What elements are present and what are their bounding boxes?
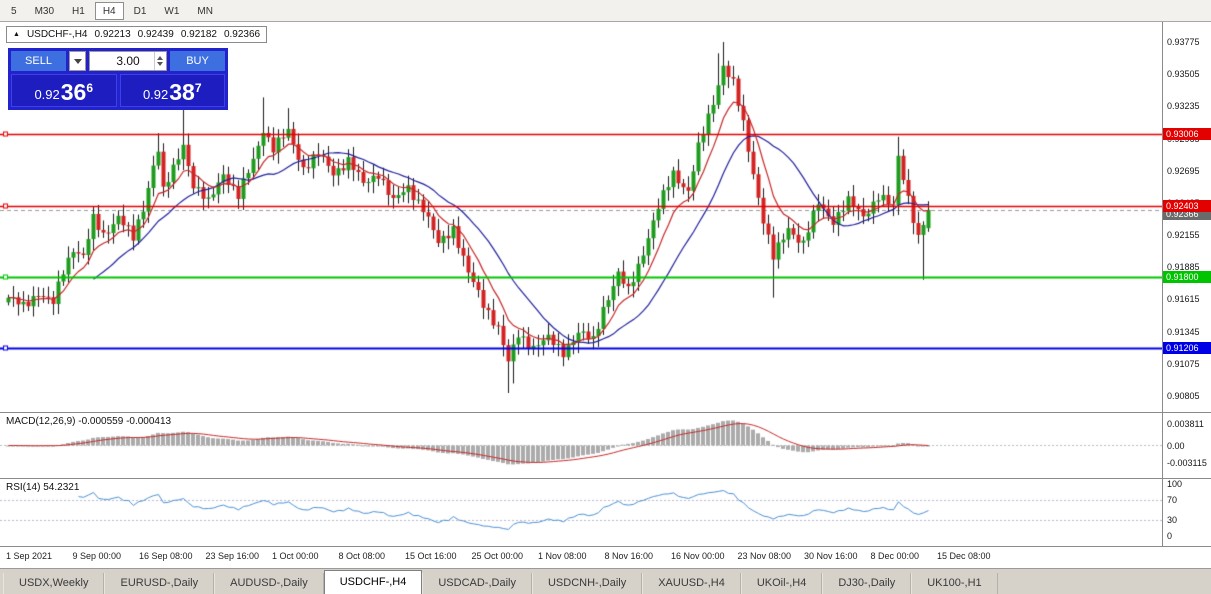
timeframe-button-h1[interactable]: H1 [72,5,85,17]
price-axis-label: 0.93775 [1167,37,1200,47]
rsi-indicator-label: RSI(14) 54.2321 [6,482,80,493]
main-price-axis: 0.937750.935050.932350.929650.926950.924… [1163,22,1211,412]
price-axis-label: 0.91345 [1167,326,1200,337]
macd-axis: 0.003811 0.00 -0.003115 [1163,413,1211,477]
chevron-down-icon [73,58,82,64]
chart-tab-usdcaddaily[interactable]: USDCAD-,Daily [422,573,532,594]
macd-axis-label: -0.003115 [1167,458,1207,469]
hline-price-tag: 0.91800 [1163,271,1211,284]
time-axis-label: 23 Nov 08:00 [737,551,792,561]
time-axis-label: 1 Nov 08:00 [538,551,587,561]
price-axis-label: 0.92695 [1167,165,1200,176]
rsi-axis-label: 100 [1167,479,1183,489]
rsi-indicator-canvas[interactable] [0,479,1162,545]
ohlc-low: 0.92182 [180,29,217,40]
timeframe-button-mn[interactable]: MN [197,5,213,17]
panel-divider[interactable] [0,412,1211,413]
buy-price-prefix: 0.92 [142,87,169,102]
sell-price-display[interactable]: 0.92 36 6 [11,74,117,107]
time-axis-label: 8 Oct 08:00 [338,551,386,561]
time-axis-label: 15 Oct 16:00 [405,551,457,561]
price-axis-label: 0.91075 [1167,358,1200,369]
rsi-axis-label: 0 [1167,531,1173,541]
rsi-axis-label: 30 [1167,515,1178,526]
chart-tab-ukoilh4[interactable]: UKOil-,H4 [740,573,823,594]
time-axis-label: 1 Oct 00:00 [272,551,319,561]
chart-tab-usdxweekly[interactable]: USDX,Weekly [3,573,105,594]
time-axis-label: 16 Nov 00:00 [671,551,725,561]
macd-axis-label: 0.00 [1167,440,1185,451]
lot-size-spinner[interactable] [154,52,165,70]
ohlc-high: 0.92439 [137,29,174,40]
buy-price-display[interactable]: 0.92 38 7 [119,74,225,107]
ohlc-close: 0.92366 [223,29,261,40]
chart-collapse-arrow-icon[interactable]: ▲ [13,31,20,38]
spinner-up-icon[interactable] [157,56,163,60]
chart-tab-xauusdh4[interactable]: XAUUSD-,H4 [642,573,741,594]
order-type-dropdown[interactable] [69,51,86,71]
hline-price-tag: 0.92403 [1163,199,1211,212]
chart-tab-uk100h1[interactable]: UK100-,H1 [911,573,998,594]
timeframe-button-m30[interactable]: M30 [34,5,55,17]
timeframe-button-w1[interactable]: W1 [164,5,180,17]
sell-price-prefix: 0.92 [34,87,60,102]
time-axis-label: 9 Sep 00:00 [72,551,122,561]
panel-divider [0,546,1211,547]
timeframe-button-h4[interactable]: H4 [94,1,124,20]
chart-tab-dj30daily[interactable]: DJ30-,Daily [822,573,912,594]
buy-price-big-digits: 38 [169,79,195,105]
time-axis-label: 16 Sep 08:00 [139,551,193,561]
sell-button[interactable]: SELL [11,51,66,71]
hline-price-tag: 0.93006 [1163,127,1211,140]
lot-size-input[interactable]: 3.00 [89,51,167,71]
rsi-axis-label: 70 [1167,494,1178,505]
chart-tab-eurusddaily[interactable]: EURUSD-,Daily [104,573,215,594]
time-axis-label: 8 Dec 00:00 [870,551,920,561]
macd-indicator-canvas[interactable] [0,413,1162,477]
rsi-axis: 100 70 30 0 [1163,479,1211,545]
chart-tab-usdchfh4[interactable]: USDCHF-,H4 [323,570,423,594]
price-axis-label: 0.91885 [1167,262,1200,273]
chart-frame: 0.937750.935050.932350.929650.926950.924… [0,22,1211,568]
price-axis-border [1162,22,1163,546]
macd-axis-label: 0.003811 [1167,418,1204,429]
ohlc-open: 0.92213 [94,29,131,40]
time-axis-label: 30 Nov 16:00 [804,551,858,561]
timeframe-button-5[interactable]: 5 [11,5,17,17]
buy-button[interactable]: BUY [170,51,225,71]
timeframe-toolbar: 5 M30 H1 H4 D1 W1 MN [0,0,1211,22]
time-axis-label: 15 Dec 08:00 [937,551,991,561]
chart-tab-usdcnhdaily[interactable]: USDCNH-,Daily [531,573,643,594]
timeframe-button-d1[interactable]: D1 [133,5,147,17]
lot-size-value: 3.00 [116,54,140,68]
chart-tab-bar: USDX,Weekly EURUSD-,Daily AUDUSD-,Daily USD… [0,568,1211,594]
price-axis-label: 0.93505 [1167,69,1200,80]
price-axis-label: 0.91615 [1167,294,1200,305]
time-axis-label: 23 Sep 16:00 [205,551,260,561]
chart-tab-audusddaily[interactable]: AUDUSD-,Daily [214,573,324,594]
price-axis-label: 0.92155 [1167,230,1200,241]
macd-indicator-label: MACD(12,26,9) -0.000559 -0.000413 [6,416,172,427]
sell-price-pip-digit: 6 [86,81,94,95]
chart-ohlc-box: ▲ USDCHF-,H4 0.92213 0.92439 0.92182 0.9… [6,26,268,43]
time-axis-label: 25 Oct 00:00 [471,551,524,561]
panel-divider[interactable] [0,478,1211,479]
price-axis-label: 0.90805 [1167,391,1200,401]
time-axis-label: 1 Sep 2021 [6,551,53,561]
chart-symbol-title: USDCHF-,H4 [26,29,88,40]
buy-price-pip-digit: 7 [194,81,202,95]
time-axis[interactable]: 1 Sep 2021 9 Sep 00:00 16 Sep 08:00 23 Sep … [0,547,1211,568]
price-axis-label: 0.93235 [1167,101,1200,112]
one-click-trade-panel: SELL 3.00 BUY 0.92 36 6 0.92 38 7 [8,48,228,110]
hline-price-tag: 0.91206 [1163,342,1211,355]
time-axis-label: 8 Nov 16:00 [604,551,654,561]
sell-price-big-digits: 36 [60,79,87,105]
spinner-down-icon[interactable] [157,62,163,66]
